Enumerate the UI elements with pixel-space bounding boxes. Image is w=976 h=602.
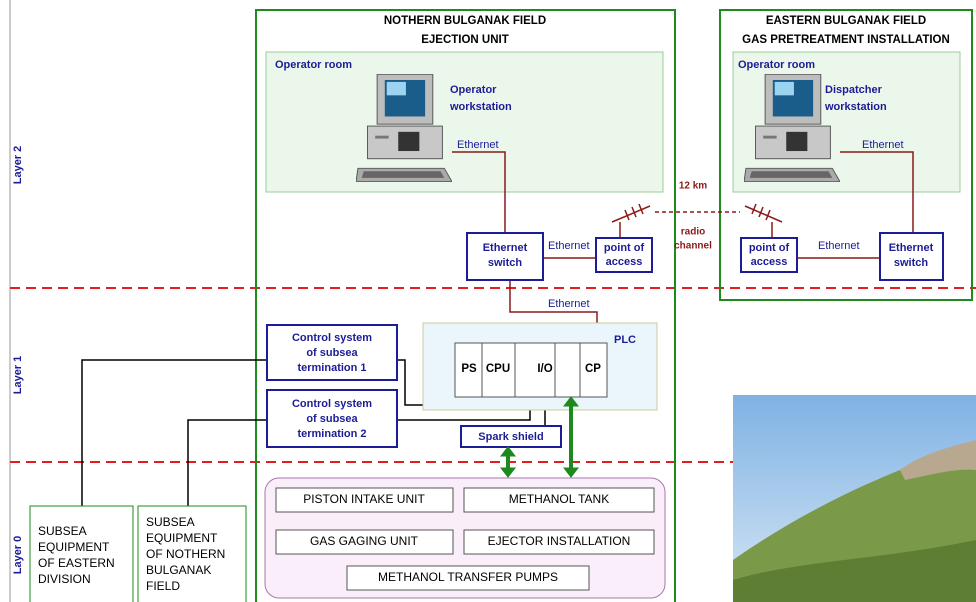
- label: switch: [488, 257, 523, 269]
- label: EQUIPMENT: [38, 540, 110, 554]
- label: Layer 1: [12, 356, 24, 395]
- label: termination 2: [297, 428, 366, 440]
- label: Spark shield: [478, 431, 543, 443]
- label: METHANOL TRANSFER PUMPS: [378, 570, 558, 584]
- label: Ethernet: [862, 139, 904, 151]
- label: Operator room: [275, 59, 352, 71]
- label: Layer 0: [12, 536, 24, 575]
- label: switch: [894, 257, 929, 269]
- label: access: [751, 256, 788, 268]
- label: GAS PRETREATMENT INSTALLATION: [742, 34, 950, 46]
- label: Ethernet: [548, 298, 590, 310]
- label: Operator room: [738, 59, 815, 71]
- label: EQUIPMENT: [146, 531, 218, 545]
- label: SUBSEA: [146, 515, 195, 529]
- label: METHANOL TANK: [509, 492, 609, 506]
- label: Dispatcher: [825, 84, 883, 96]
- label: NOTHERN BULGANAK FIELD: [384, 15, 546, 27]
- label: OF EASTERN: [38, 556, 115, 570]
- label: Ethernet: [889, 242, 934, 254]
- diagram: Layer 2 Layer 1 Layer 0 NOTHERN BULGANAK FI…: [0, 0, 976, 602]
- label: Ethernet: [818, 240, 860, 252]
- label: channel: [674, 241, 712, 252]
- operator-room: [266, 52, 663, 192]
- label: GAS GAGING UNIT: [310, 534, 419, 548]
- label: EJECTOR INSTALLATION: [488, 534, 631, 548]
- label: 12 km: [679, 181, 707, 192]
- label: Control system: [292, 332, 372, 344]
- label: PLC: [614, 334, 636, 346]
- label: EASTERN BULGANAK FIELD: [766, 15, 926, 27]
- label: FIELD: [146, 579, 180, 593]
- label: CPU: [486, 363, 510, 375]
- label: Ethernet: [548, 240, 590, 252]
- label: termination 1: [297, 362, 366, 374]
- label: SUBSEA: [38, 524, 87, 538]
- label: Layer 2: [12, 146, 24, 185]
- label: Ethernet: [457, 139, 499, 151]
- label: DIVISION: [38, 572, 91, 586]
- label: point of: [749, 242, 790, 254]
- label: point of: [604, 242, 645, 254]
- label: workstation: [824, 101, 887, 113]
- label: BULGANAK: [146, 563, 211, 577]
- label: PISTON INTAKE UNIT: [303, 492, 425, 506]
- label: Control system: [292, 398, 372, 410]
- label: Operator: [450, 84, 497, 96]
- label: EJECTION UNIT: [421, 34, 509, 46]
- label: CP: [585, 363, 601, 375]
- label: I/O: [537, 363, 552, 375]
- label: access: [606, 256, 643, 268]
- label: OF NOTHERN: [146, 547, 225, 561]
- label: of subsea: [306, 413, 358, 425]
- label: of subsea: [306, 347, 358, 359]
- label: workstation: [449, 101, 512, 113]
- label: PS: [461, 363, 477, 375]
- photo: [733, 395, 976, 602]
- label: radio: [681, 227, 705, 238]
- label: Ethernet: [483, 242, 528, 254]
